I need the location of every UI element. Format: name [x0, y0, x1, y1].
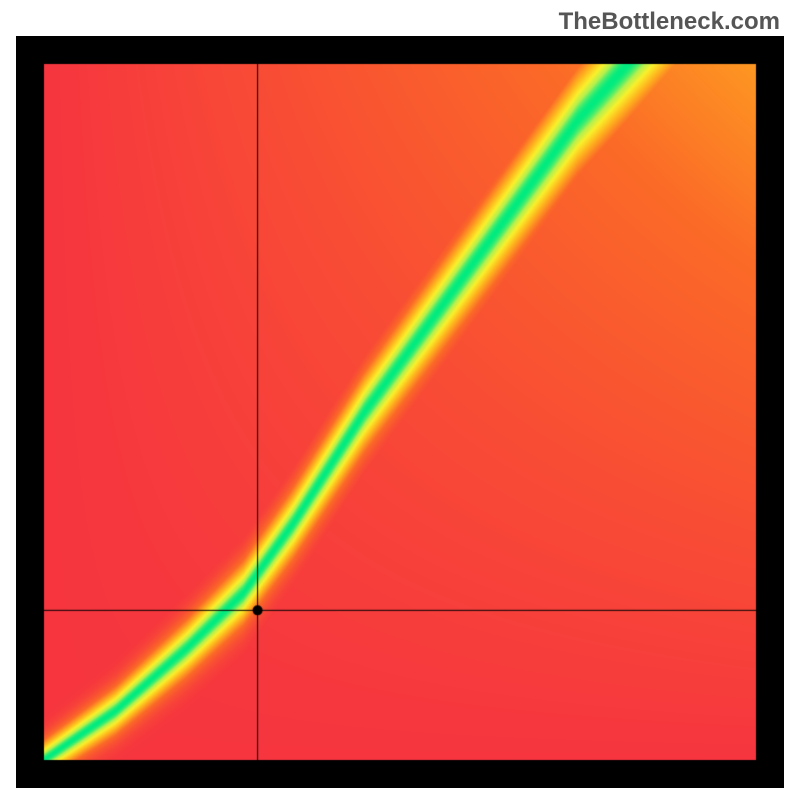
chart-container: TheBottleneck.com	[0, 0, 800, 800]
watermark-text: TheBottleneck.com	[559, 8, 780, 36]
heatmap-canvas	[16, 36, 784, 788]
heatmap-plot	[16, 36, 784, 788]
